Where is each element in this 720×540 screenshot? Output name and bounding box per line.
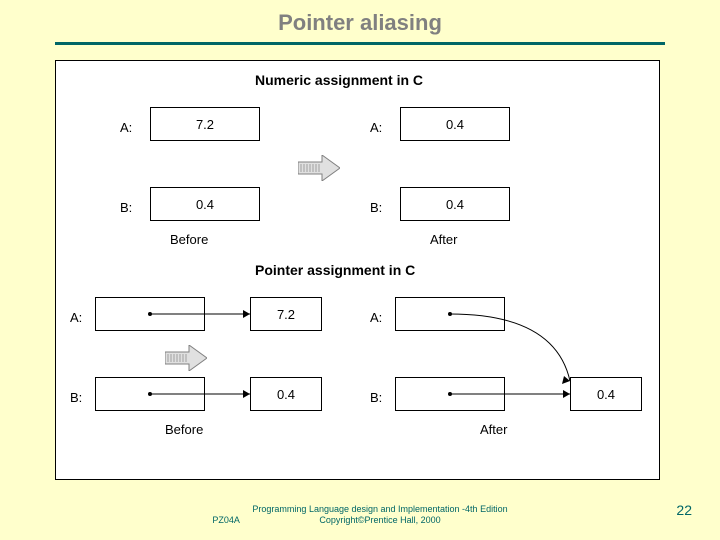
num-after-val-a: 0.4 xyxy=(446,117,464,132)
num-after-val-b: 0.4 xyxy=(446,197,464,212)
num-after-label-a: A: xyxy=(370,120,382,135)
ptr-after-label-a: A: xyxy=(370,310,382,325)
ptr-before-val-a-text: 7.2 xyxy=(277,307,295,322)
num-before-label-b: B: xyxy=(120,200,132,215)
ptr-after-box-b xyxy=(395,377,505,411)
footer-left: PZ04A xyxy=(212,515,240,525)
ptr-before-caption: Before xyxy=(165,422,203,437)
num-before-box-a: 7.2 xyxy=(150,107,260,141)
ptr-before-val-a: 7.2 xyxy=(250,297,322,331)
num-after-box-a: 0.4 xyxy=(400,107,510,141)
ptr-before-box-a xyxy=(95,297,205,331)
ptr-block-arrow-icon xyxy=(165,345,207,371)
num-after-box-b: 0.4 xyxy=(400,187,510,221)
pointer-heading: Pointer assignment in C xyxy=(255,262,415,278)
page-number: 22 xyxy=(676,502,692,518)
title-rule xyxy=(55,42,665,45)
footer: PZ04A Programming Language design and Im… xyxy=(0,504,720,526)
num-block-arrow-icon xyxy=(298,155,340,181)
footer-line1: Programming Language design and Implemen… xyxy=(252,504,507,514)
num-before-box-b: 0.4 xyxy=(150,187,260,221)
ptr-after-val: 0.4 xyxy=(570,377,642,411)
num-before-val-b: 0.4 xyxy=(196,197,214,212)
footer-center: Programming Language design and Implemen… xyxy=(252,504,507,526)
num-after-label-b: B: xyxy=(370,200,382,215)
ptr-before-val-b-text: 0.4 xyxy=(277,387,295,402)
num-before-val-a: 7.2 xyxy=(196,117,214,132)
num-before-caption: Before xyxy=(170,232,208,247)
ptr-after-caption: After xyxy=(480,422,507,437)
ptr-before-box-b xyxy=(95,377,205,411)
numeric-heading: Numeric assignment in C xyxy=(255,72,423,88)
ptr-after-label-b: B: xyxy=(370,390,382,405)
footer-line2: Copyright©Prentice Hall, 2000 xyxy=(319,515,440,525)
ptr-before-val-b: 0.4 xyxy=(250,377,322,411)
ptr-before-label-a: A: xyxy=(70,310,82,325)
num-after-caption: After xyxy=(430,232,457,247)
num-before-label-a: A: xyxy=(120,120,132,135)
slide: Pointer aliasing Numeric assignment in C… xyxy=(0,0,720,540)
ptr-before-label-b: B: xyxy=(70,390,82,405)
ptr-after-box-a xyxy=(395,297,505,331)
slide-title: Pointer aliasing xyxy=(0,0,720,36)
ptr-after-val-text: 0.4 xyxy=(597,387,615,402)
